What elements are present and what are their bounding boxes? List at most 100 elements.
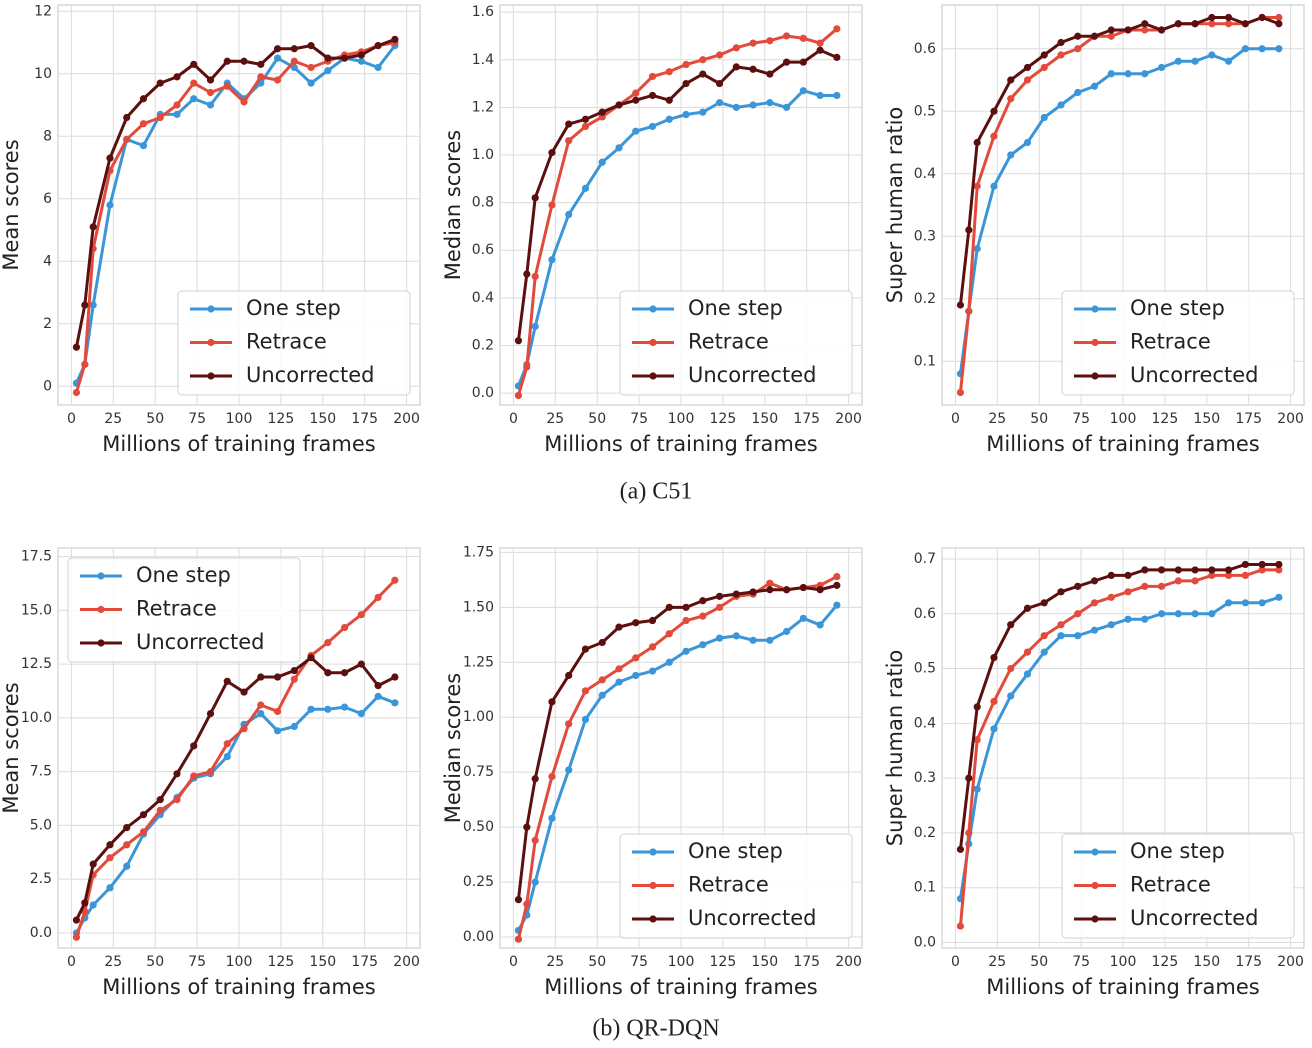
data-point (816, 586, 824, 594)
data-point (766, 37, 774, 45)
data-point (665, 630, 673, 638)
legend-marker (97, 639, 105, 647)
data-point (1090, 32, 1099, 40)
x-tick-label: 50 (1030, 954, 1048, 970)
data-point (531, 878, 539, 886)
y-tick-label: 0.0 (472, 385, 494, 401)
y-tick-label: 0.5 (914, 103, 936, 119)
data-point (682, 616, 690, 625)
data-point (632, 96, 640, 104)
data-point (1174, 566, 1182, 574)
data-point (1124, 571, 1132, 579)
data-point (732, 103, 740, 111)
data-point (1157, 610, 1166, 618)
data-point (833, 581, 841, 589)
legend-marker (97, 572, 105, 580)
y-tick-label: 0.1 (914, 880, 936, 896)
data-point (799, 583, 807, 592)
legend-label: Uncorrected (246, 363, 374, 387)
data-point (340, 623, 349, 632)
data-point (799, 614, 807, 622)
data-point (1224, 20, 1233, 28)
data-point (257, 701, 265, 709)
legend-box (619, 290, 853, 396)
y-tick-label: 0.0 (30, 925, 52, 941)
data-point (1157, 582, 1166, 590)
data-point (956, 845, 965, 853)
data-point (1090, 577, 1099, 585)
data-point (531, 322, 539, 331)
data-point (956, 301, 965, 309)
x-axis-label: Millions of training frames (544, 432, 817, 456)
data-point (206, 76, 215, 84)
y-tick-label: 0.25 (463, 874, 494, 890)
data-point (632, 619, 640, 627)
data-point (190, 79, 198, 87)
x-tick-label: 200 (1277, 411, 1304, 427)
data-point (1191, 577, 1199, 585)
data-point (965, 226, 973, 234)
data-point (139, 828, 148, 836)
data-point (290, 675, 298, 683)
y-tick-label: 1.25 (463, 654, 494, 670)
x-tick-label: 125 (268, 954, 295, 970)
data-point (173, 796, 181, 804)
data-point (190, 772, 198, 780)
data-point (1275, 13, 1283, 22)
data-point (1157, 26, 1166, 34)
data-point (548, 814, 556, 822)
data-point (648, 643, 657, 651)
data-point (1191, 610, 1199, 618)
data-point (565, 720, 573, 728)
data-point (1023, 76, 1032, 84)
data-point (1040, 648, 1048, 656)
x-tick-label: 75 (630, 954, 648, 970)
data-point (699, 597, 707, 605)
data-point (715, 634, 724, 642)
data-point (548, 149, 556, 157)
data-point (1107, 593, 1115, 601)
data-point (1141, 26, 1149, 34)
y-tick-label: 17.5 (21, 549, 52, 565)
data-point (973, 182, 981, 190)
data-point (1141, 615, 1149, 623)
data-point (1074, 32, 1082, 40)
x-axis-label: Millions of training frames (986, 975, 1259, 999)
data-point (357, 611, 365, 619)
y-tick-label: 1.4 (472, 52, 494, 68)
data-point (1275, 593, 1283, 601)
y-tick-label: 0.2 (914, 291, 936, 307)
data-point (206, 768, 215, 776)
data-point (1141, 70, 1149, 78)
data-point (1040, 632, 1048, 640)
data-point (374, 42, 382, 50)
x-tick-label: 200 (393, 954, 420, 970)
data-point (223, 740, 231, 748)
caption: (a) C51 (620, 479, 693, 505)
data-point (598, 691, 606, 699)
data-point (648, 72, 657, 81)
legend-marker (1091, 848, 1099, 856)
data-point (699, 56, 707, 64)
data-point (749, 636, 757, 644)
data-point (833, 53, 841, 61)
data-point (732, 590, 740, 598)
data-point (682, 603, 690, 611)
data-point (1258, 45, 1266, 53)
data-point (1107, 621, 1115, 629)
data-point (648, 91, 657, 100)
y-tick-label: 0.6 (914, 606, 936, 622)
data-point (632, 127, 640, 135)
y-tick-label: 0.2 (472, 337, 494, 353)
legend: One step Retrace Uncorrected (1061, 833, 1295, 939)
data-point (139, 142, 148, 150)
data-point (581, 122, 590, 131)
data-point (240, 725, 248, 733)
data-point (123, 135, 131, 143)
data-point (715, 79, 724, 88)
data-point (581, 184, 590, 192)
data-point (990, 725, 998, 733)
data-point (290, 666, 298, 675)
legend-box (67, 557, 301, 663)
x-tick-label: 150 (1193, 411, 1220, 427)
